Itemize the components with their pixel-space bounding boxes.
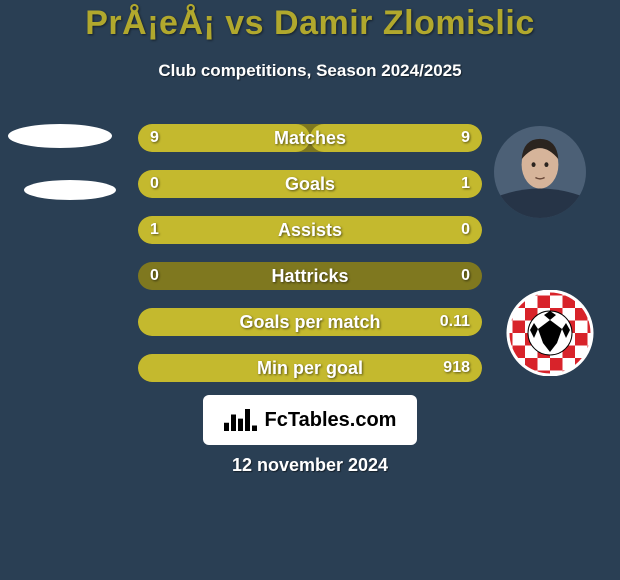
player-left-placeholder-2 bbox=[24, 180, 116, 200]
comparison-title: PrÅ¡eÅ¡ vs Damir Zlomislic bbox=[0, 0, 620, 43]
stat-bar-right-fill bbox=[138, 308, 482, 336]
brand-badge: FcTables.com bbox=[203, 395, 417, 445]
stat-bar-label: Hattricks bbox=[138, 262, 482, 290]
stat-bar-right-fill bbox=[138, 170, 482, 198]
player-right-avatar bbox=[494, 126, 586, 218]
stat-bar: Matches99 bbox=[138, 124, 482, 152]
stat-bar-left-fill bbox=[138, 216, 482, 244]
stat-bars-container: Matches99 Goals01 Assists10 Hattricks0 0 Goal… bbox=[138, 124, 482, 400]
stat-bar: Hattricks0 0 bbox=[138, 262, 482, 290]
player-right-club-logo bbox=[500, 290, 600, 376]
brand-barchart-icon bbox=[224, 409, 259, 431]
stat-bar-left-fill bbox=[138, 124, 310, 152]
stat-bar-right-fill bbox=[310, 124, 482, 152]
brand-text: FcTables.com bbox=[265, 409, 397, 432]
stat-bar: Min per goal918 bbox=[138, 354, 482, 382]
comparison-subtitle: Club competitions, Season 2024/2025 bbox=[0, 61, 620, 81]
stat-bar: Goals per match0.11 bbox=[138, 308, 482, 336]
player-left-placeholder-1 bbox=[8, 124, 112, 148]
stat-bar-left-value: 0 bbox=[150, 262, 159, 290]
snapshot-date: 12 november 2024 bbox=[0, 455, 620, 476]
stat-bar: Assists10 bbox=[138, 216, 482, 244]
stat-bar-right-fill bbox=[138, 354, 482, 382]
stat-bar-right-value: 0 bbox=[461, 262, 470, 290]
stat-bar: Goals01 bbox=[138, 170, 482, 198]
